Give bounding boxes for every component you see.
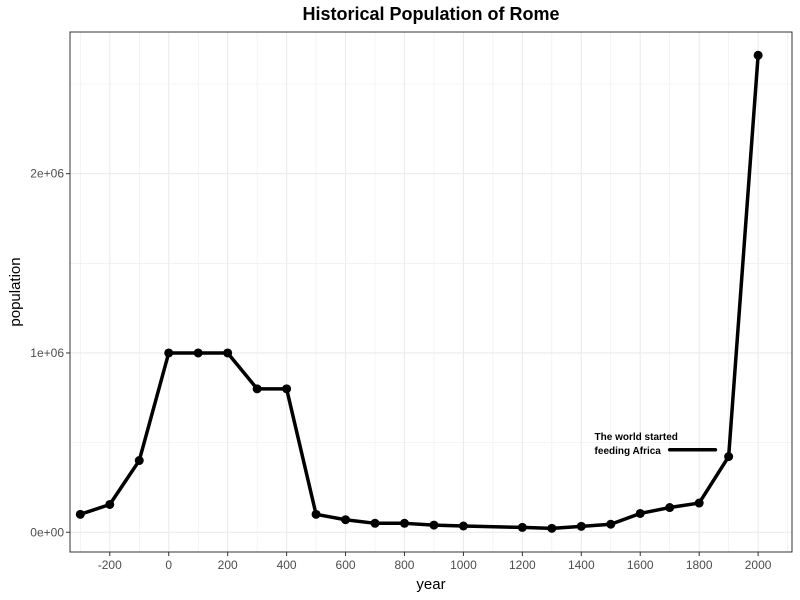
data-point bbox=[458, 521, 468, 531]
y-axis-title: population bbox=[7, 257, 24, 326]
x-tick-label: 200 bbox=[218, 558, 238, 572]
annotation-text: feeding Africa bbox=[595, 446, 662, 457]
x-tick-label: 600 bbox=[336, 558, 356, 572]
annotation-layer: The world started feeding Africa bbox=[595, 432, 718, 457]
data-point bbox=[370, 518, 380, 528]
y-tick-label: 1e+06 bbox=[30, 346, 64, 360]
x-tick-label: 0 bbox=[165, 558, 172, 572]
data-point bbox=[282, 384, 292, 394]
x-axis-title: year bbox=[416, 576, 445, 593]
data-point bbox=[724, 452, 734, 462]
x-tick-label: 1600 bbox=[627, 558, 654, 572]
x-tick-label: 1400 bbox=[568, 558, 595, 572]
data-point bbox=[694, 498, 704, 508]
x-tick-label: 2000 bbox=[745, 558, 772, 572]
data-point bbox=[134, 456, 144, 466]
x-tick-label: 1800 bbox=[686, 558, 713, 572]
x-tick-label: -200 bbox=[98, 558, 122, 572]
y-tick-label: 0e+00 bbox=[30, 525, 64, 539]
data-point bbox=[665, 503, 675, 513]
data-point bbox=[547, 523, 557, 533]
annotation-text: The world started bbox=[595, 432, 678, 443]
data-point bbox=[576, 521, 586, 531]
data-point bbox=[429, 520, 439, 530]
data-point bbox=[252, 384, 262, 394]
data-point bbox=[311, 509, 321, 519]
data-point bbox=[193, 348, 203, 358]
x-tick-label: 400 bbox=[277, 558, 297, 572]
chart-title: Historical Population of Rome bbox=[302, 4, 559, 24]
x-tick-label: 1200 bbox=[509, 558, 536, 572]
data-point bbox=[517, 522, 527, 532]
panel-border bbox=[69, 31, 793, 553]
y-tick-label: 2e+06 bbox=[30, 167, 64, 181]
data-point bbox=[606, 519, 616, 529]
x-tick-label: 1000 bbox=[450, 558, 477, 572]
data-point bbox=[75, 509, 85, 519]
x-axis: -200 0 200 400 600 800 1000 1200 1400 1600 1800 200… bbox=[98, 552, 772, 572]
data-point bbox=[399, 518, 409, 528]
data-point bbox=[341, 515, 351, 525]
grid-minor bbox=[70, 32, 792, 552]
data-point bbox=[164, 348, 174, 358]
data-point bbox=[753, 50, 763, 60]
data-point bbox=[105, 499, 115, 509]
data-point bbox=[635, 508, 645, 518]
x-tick-label: 800 bbox=[394, 558, 414, 572]
grid-major bbox=[70, 32, 792, 552]
series-layer bbox=[75, 50, 763, 533]
y-axis: 0e+00 1e+06 2e+06 bbox=[30, 167, 70, 539]
data-point bbox=[223, 348, 233, 358]
